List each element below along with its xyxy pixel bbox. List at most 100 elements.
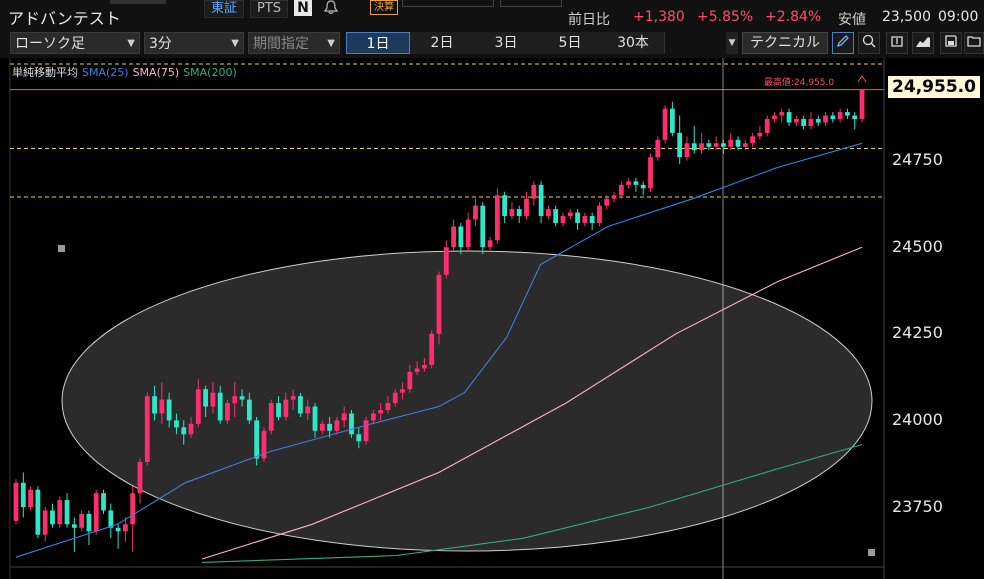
interval-select[interactable]: 3分 ▼ xyxy=(144,32,244,54)
settlement-tag[interactable]: 決算 xyxy=(370,0,398,15)
tab-placeholder xyxy=(110,0,166,4)
pen-icon[interactable] xyxy=(832,32,854,54)
candle-body xyxy=(414,368,420,372)
candle-body xyxy=(298,396,303,414)
resize-handle[interactable] xyxy=(58,245,65,252)
candle-body xyxy=(166,399,172,421)
period-3d-button[interactable]: 3日 xyxy=(474,32,539,54)
candle-body xyxy=(640,184,646,189)
candle-body xyxy=(662,108,668,140)
low-value: 23,500 xyxy=(882,9,931,25)
candle-body xyxy=(349,413,354,435)
candle-body xyxy=(115,527,121,532)
period-more-dropdown[interactable]: ▼ xyxy=(726,32,738,54)
change-pct: +5.85% xyxy=(697,9,754,25)
sma75-line xyxy=(201,246,863,560)
candle-body xyxy=(268,403,274,431)
candle-body xyxy=(655,139,661,158)
candle-body xyxy=(174,420,179,428)
ellipse-annotation xyxy=(61,250,873,552)
candle-body xyxy=(239,396,245,400)
candle-body xyxy=(465,219,471,248)
chevron-down-icon: ▼ xyxy=(327,38,335,49)
candle-body xyxy=(845,112,850,116)
high-annotation: 最高値:24,955.0 xyxy=(764,78,835,88)
header-bar xyxy=(0,0,984,28)
area-chart-icon[interactable] xyxy=(912,32,934,54)
candle-body xyxy=(721,143,726,147)
candle-body xyxy=(516,209,522,217)
period-1d-button[interactable]: 1日 xyxy=(346,32,410,54)
candle-body xyxy=(130,493,136,525)
news-icon[interactable]: N xyxy=(294,0,312,16)
zoom-icon[interactable] xyxy=(858,32,880,54)
candlestick-chart[interactable] xyxy=(0,58,984,579)
sma25-line xyxy=(15,142,863,558)
candle-body xyxy=(93,493,99,532)
candle-body xyxy=(815,119,821,123)
candle-body xyxy=(713,143,719,147)
period-30bars-button[interactable]: 30本 xyxy=(602,32,665,54)
y-tick-label: 24250 xyxy=(892,323,943,342)
candle-body xyxy=(305,406,311,414)
export-icon[interactable] xyxy=(886,32,908,54)
candle-body xyxy=(699,143,704,151)
candle-body xyxy=(20,482,26,507)
candle-body xyxy=(312,406,318,431)
candle-body xyxy=(225,403,230,421)
candle-body xyxy=(42,510,48,535)
candle-body xyxy=(750,136,756,144)
candle-body xyxy=(582,216,588,223)
candle-body xyxy=(677,132,683,158)
interval-value: 3分 xyxy=(149,36,172,52)
candle-body xyxy=(604,198,610,206)
stock-name: アドバンテスト xyxy=(8,9,121,28)
high-marker-icon xyxy=(857,75,867,83)
ma-legend: 単純移動平均 SMA(25) SMA(75) SMA(200) xyxy=(12,64,241,80)
exchange-tag[interactable]: 東証 xyxy=(204,0,245,18)
pts-tag[interactable]: PTS xyxy=(250,0,289,18)
legend-sma75: SMA(75) xyxy=(132,66,180,79)
candle-body xyxy=(560,216,566,223)
candle-body xyxy=(509,209,515,217)
folder-icon[interactable] xyxy=(964,32,984,54)
period-select[interactable]: 期間指定 ▼ xyxy=(248,32,340,54)
candle-body xyxy=(684,143,690,158)
candle-body xyxy=(400,389,405,393)
period-5d-button[interactable]: 5日 xyxy=(538,32,603,54)
candle-body xyxy=(261,430,267,459)
candle-body xyxy=(86,513,92,532)
candle-body xyxy=(757,132,763,137)
candle-body xyxy=(728,139,734,147)
resize-handle[interactable] xyxy=(868,549,875,556)
candle-body xyxy=(64,500,70,525)
candle-body xyxy=(319,423,325,431)
candle-body xyxy=(859,89,865,120)
legend-sma200: SMA(200) xyxy=(183,66,237,79)
candle-body xyxy=(553,209,559,223)
chart-area[interactable] xyxy=(0,58,984,579)
technical-button[interactable]: テクニカル xyxy=(742,32,828,54)
candle-body xyxy=(575,212,580,223)
period-2d-button[interactable]: 2日 xyxy=(410,32,475,54)
candle-body xyxy=(290,396,296,400)
candle-body xyxy=(254,420,260,459)
alert-bell-icon[interactable] xyxy=(320,0,342,16)
candle-body xyxy=(436,274,442,334)
candle-body xyxy=(35,489,41,535)
candle-body xyxy=(232,396,238,404)
save-icon[interactable] xyxy=(940,32,962,54)
y-tick-label: 24500 xyxy=(892,237,943,256)
candle-body xyxy=(378,410,384,414)
candle-body xyxy=(392,392,398,404)
candle-body xyxy=(473,205,478,220)
candle-body xyxy=(101,493,106,511)
header-field xyxy=(500,0,562,7)
candle-body xyxy=(458,226,464,248)
candle-body xyxy=(356,434,362,442)
y-tick-label: 23750 xyxy=(892,497,943,516)
candle-body xyxy=(181,427,187,435)
chart-type-select[interactable]: ローソク足 ▼ xyxy=(10,32,140,54)
candle-body xyxy=(429,333,435,365)
candle-body xyxy=(808,119,814,126)
